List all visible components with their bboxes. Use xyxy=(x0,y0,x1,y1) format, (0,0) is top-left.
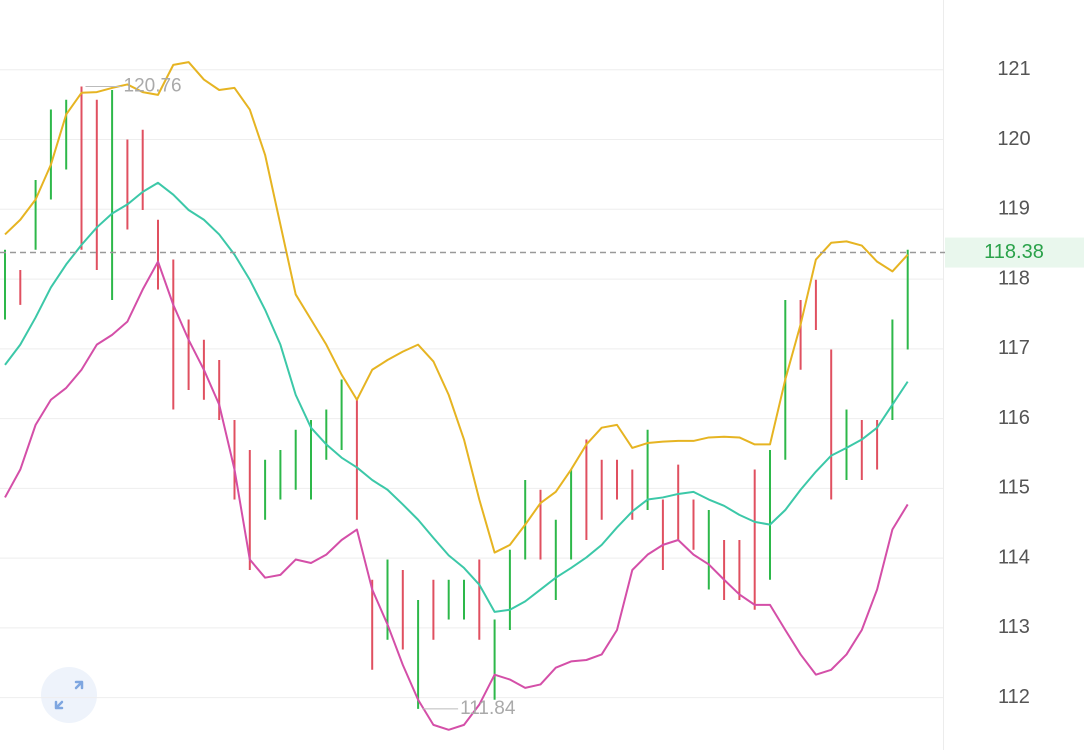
y-tick-label: 117 xyxy=(998,337,1030,359)
expand-button[interactable] xyxy=(41,667,97,723)
y-tick-label: 116 xyxy=(998,407,1030,429)
min-annotation: 111.84 xyxy=(460,698,516,719)
y-tick-label: 118 xyxy=(998,267,1030,289)
last-price-box xyxy=(945,237,1084,268)
y-tick-label: 120 xyxy=(997,128,1030,150)
y-tick-label: 114 xyxy=(998,546,1030,568)
y-tick-label: 113 xyxy=(998,616,1030,638)
y-tick-label: 112 xyxy=(998,686,1030,708)
band-line xyxy=(4,181,909,613)
y-tick-label: 115 xyxy=(998,477,1030,499)
last-price-label: 118.38 xyxy=(984,241,1044,263)
max-annotation: 120.76 xyxy=(124,76,182,97)
expand-button-bg[interactable] xyxy=(41,667,97,723)
y-tick-label: 119 xyxy=(998,198,1030,220)
expand-icon[interactable] xyxy=(54,680,84,710)
y-tick-label: 121 xyxy=(997,58,1030,80)
band-line xyxy=(4,260,909,731)
band-line xyxy=(4,61,909,554)
